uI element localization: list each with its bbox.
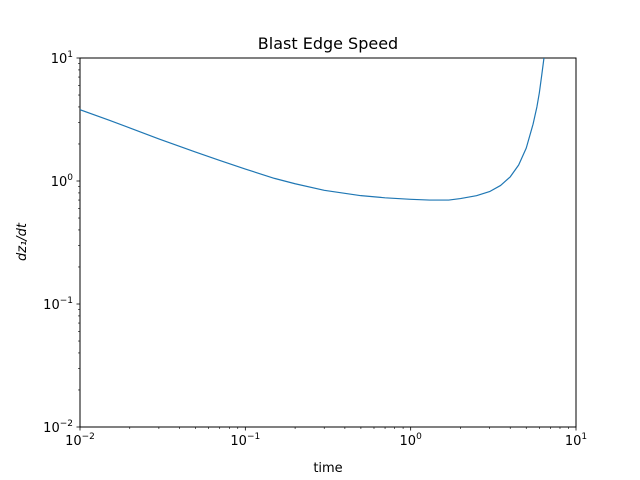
chart-title: Blast Edge Speed (258, 34, 398, 53)
x-tick-label: 100 (400, 432, 423, 449)
x-axis-label: time (313, 461, 342, 476)
y-tick-label: 10−2 (43, 419, 73, 436)
x-tick-label: 10−1 (230, 432, 260, 449)
x-axis: 10−2 10−1 100 101 (65, 427, 587, 449)
series-layer (80, 58, 545, 201)
y-axis-label: dz₁/dt (15, 222, 30, 261)
series-line (80, 58, 545, 201)
y-tick-label: 10−1 (43, 296, 73, 313)
x-tick-label: 10−2 (65, 432, 95, 449)
y-tick-label: 101 (51, 50, 73, 67)
plot-area (79, 57, 577, 428)
y-axis: 10−2 10−1 100 101 (43, 50, 80, 436)
plot-frame (79, 57, 577, 428)
y-tick-label: 100 (51, 173, 74, 190)
x-tick-label: 101 (565, 432, 587, 449)
